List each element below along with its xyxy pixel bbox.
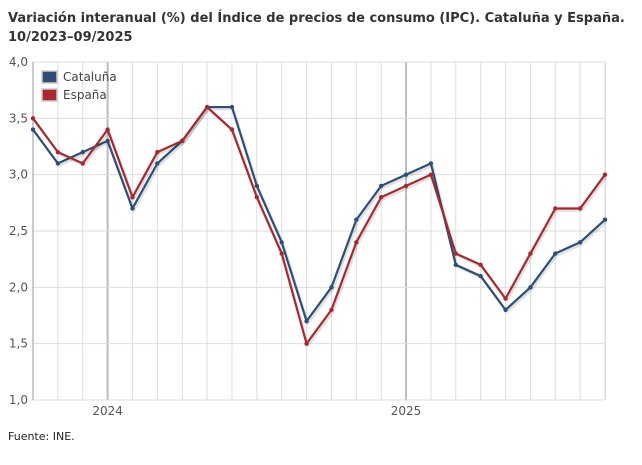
chart-title: Variación interanual (%) del Índice de p… — [8, 9, 628, 47]
x-tick-label: 2025 — [391, 404, 422, 418]
series-line — [32, 105, 606, 347]
data-point — [403, 172, 409, 177]
legend-label: Cataluña — [63, 70, 117, 84]
data-point — [329, 285, 334, 290]
data-point — [478, 273, 483, 279]
data-point — [155, 161, 160, 166]
data-point — [528, 285, 533, 290]
series-0 — [30, 104, 608, 326]
data-point — [453, 251, 458, 256]
series-shadow — [33, 107, 608, 326]
legend-swatch — [41, 70, 58, 84]
data-point — [30, 127, 36, 132]
data-point — [503, 296, 508, 301]
data-point — [577, 206, 583, 211]
data-point — [55, 149, 61, 155]
data-point — [378, 183, 384, 189]
y-tick-label: 2,5 — [9, 224, 28, 238]
data-point — [354, 217, 359, 222]
data-point — [428, 172, 434, 177]
data-point — [403, 183, 409, 189]
data-point — [105, 127, 110, 132]
line-chart: 1,0 1,5 2,0 2,5 3,0 3,5 4,0 2024 2025 Cataluña Esp… — [9, 55, 608, 418]
y-tick-label: 1,0 — [9, 393, 28, 407]
data-point — [329, 307, 334, 313]
series-1 — [30, 104, 608, 349]
legend-swatch — [41, 88, 58, 102]
x-tick-label: 2024 — [92, 404, 123, 418]
data-point — [428, 161, 434, 166]
data-point — [180, 138, 185, 144]
data-point — [30, 116, 36, 121]
data-point — [279, 251, 284, 256]
data-point — [254, 183, 260, 189]
data-point — [80, 161, 85, 166]
data-point — [478, 262, 483, 267]
legend-label: España — [63, 88, 107, 102]
data-point — [378, 195, 384, 200]
series-line — [32, 105, 606, 324]
y-tick-label: 3,0 — [9, 168, 28, 182]
series-shadow — [33, 107, 608, 349]
data-point — [602, 217, 608, 222]
data-point — [80, 149, 85, 155]
y-tick-label: 2,0 — [9, 280, 28, 294]
data-point — [304, 341, 309, 346]
data-point — [204, 104, 210, 110]
source-note: Fuente: INE. — [8, 430, 75, 443]
data-point — [304, 318, 309, 324]
data-point — [503, 307, 508, 313]
data-point — [229, 127, 235, 132]
data-point — [130, 206, 135, 211]
data-point — [105, 138, 110, 144]
title-line-1: Variación interanual (%) del Índice de p… — [8, 11, 625, 26]
data-point — [279, 240, 284, 245]
y-tick-label: 4,0 — [9, 55, 28, 69]
data-point — [553, 206, 558, 211]
data-point — [229, 104, 235, 110]
title-line-2: 10/2023–09/2025 — [8, 30, 133, 45]
y-tick-label: 1,5 — [9, 337, 28, 351]
y-tick-label: 3,5 — [9, 111, 28, 125]
data-point — [453, 262, 458, 267]
data-point — [55, 161, 61, 166]
data-point — [577, 240, 583, 245]
data-point — [602, 172, 608, 177]
data-point — [155, 149, 160, 155]
data-point — [130, 195, 135, 200]
data-point — [354, 240, 359, 245]
data-point — [528, 251, 533, 256]
data-point — [553, 251, 558, 256]
data-point — [254, 195, 260, 200]
